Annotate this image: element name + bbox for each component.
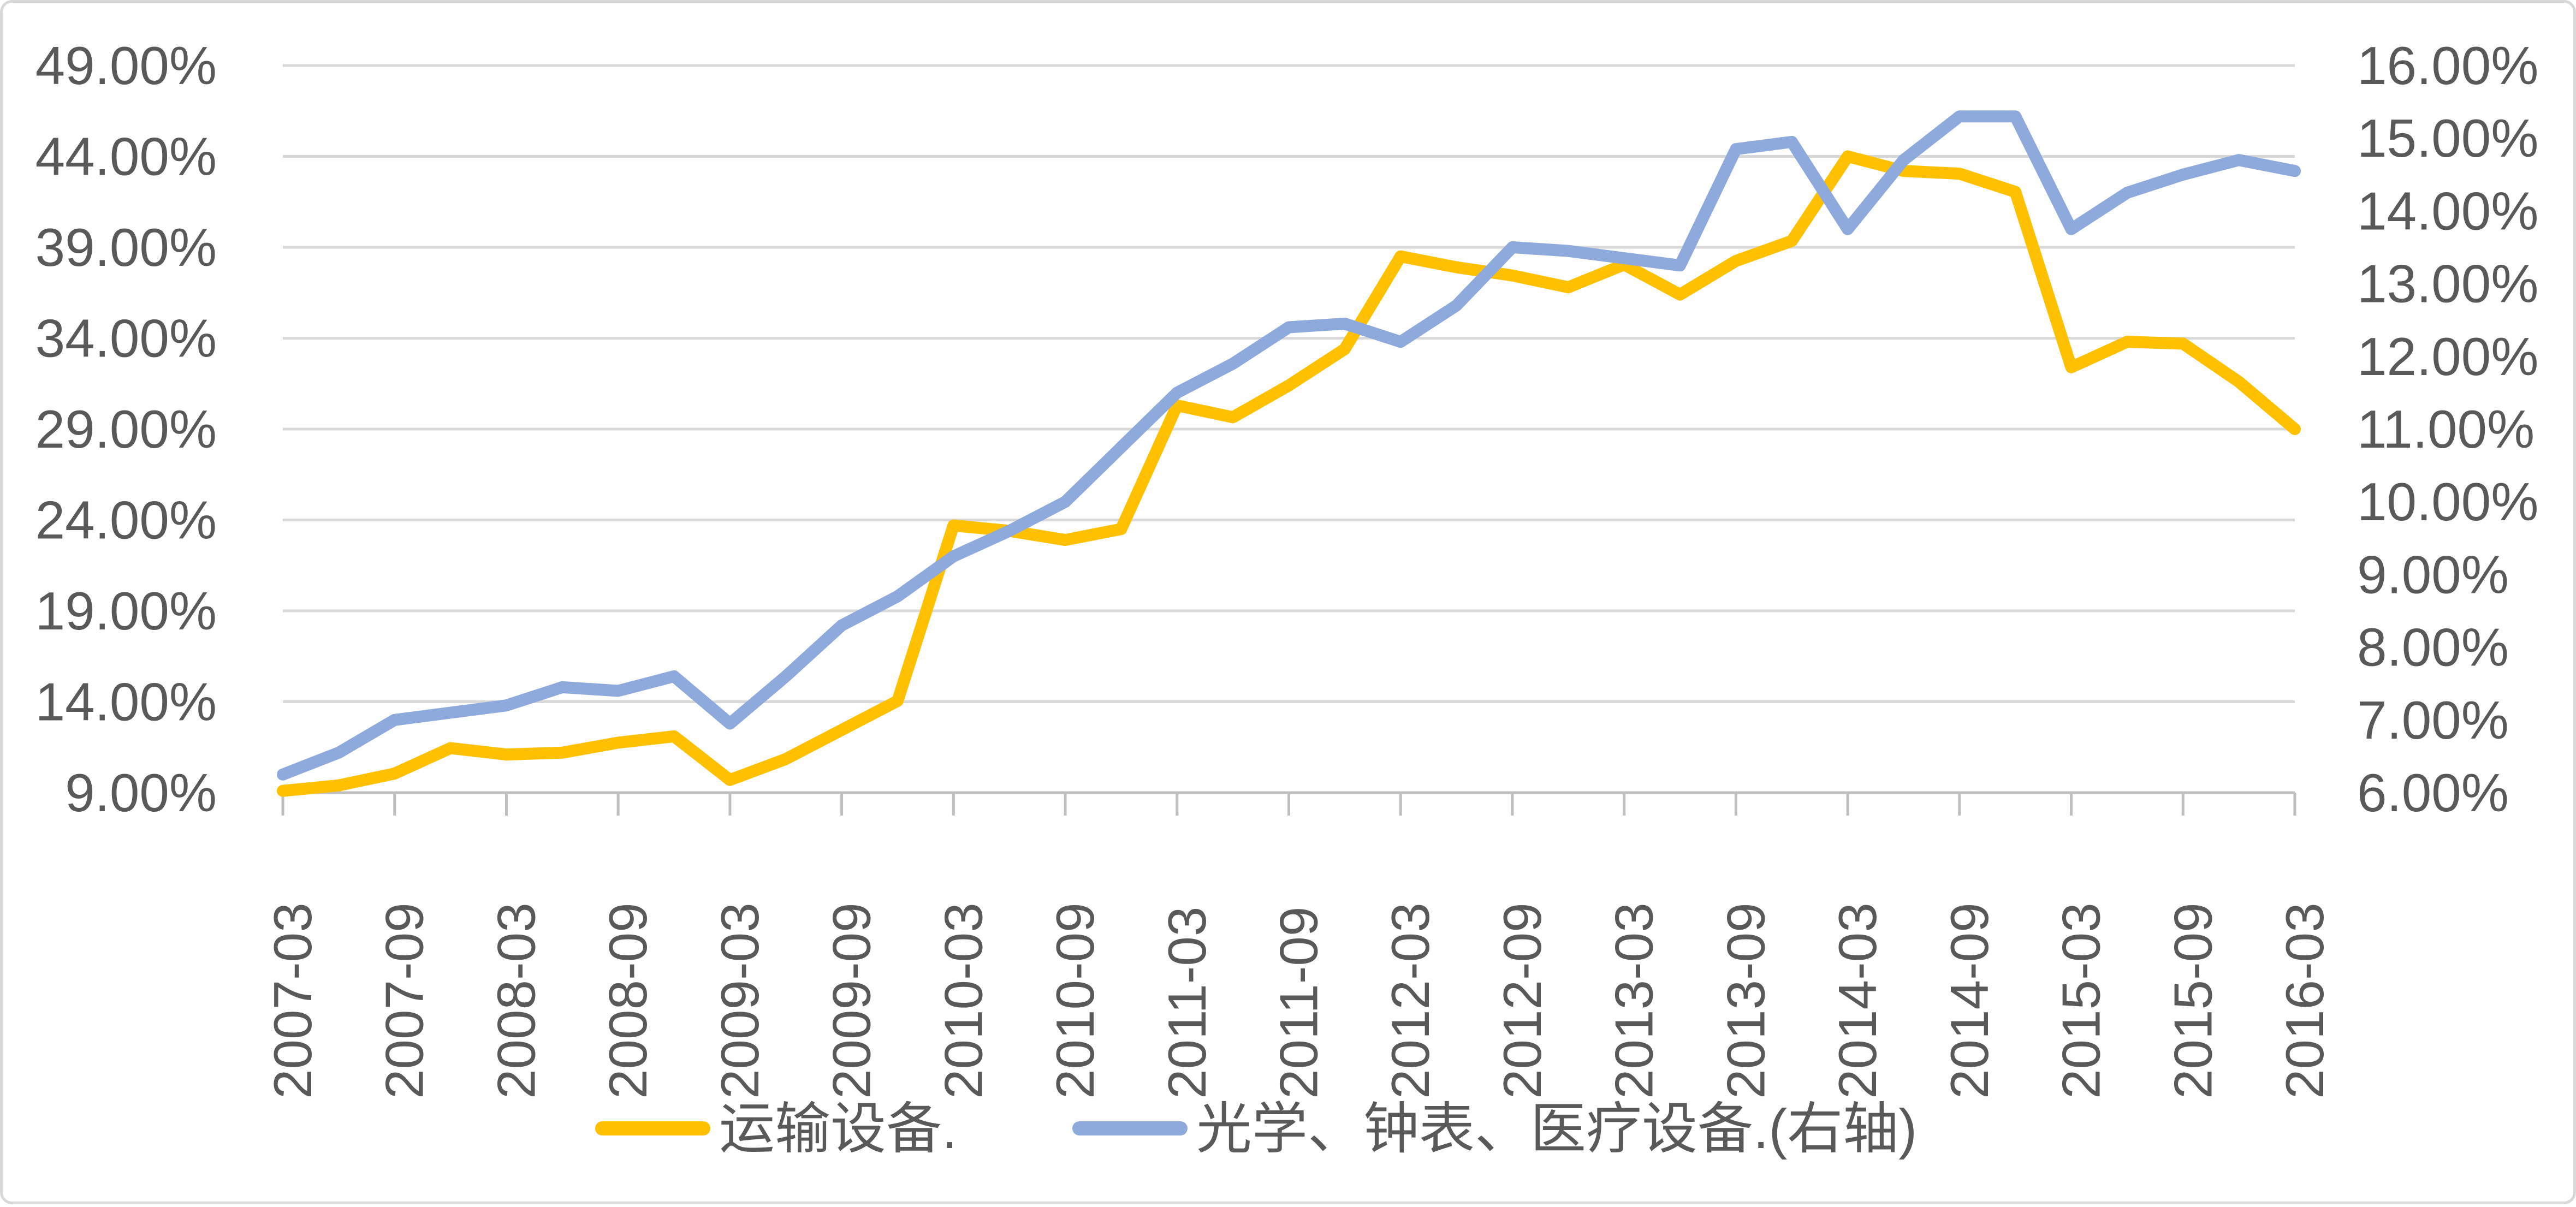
x-axis-label: 2008-03 (486, 902, 546, 1099)
y-axis-label-left: 29.00% (35, 399, 217, 459)
y-axis-label-right: 12.00% (2357, 326, 2538, 387)
y-axis-label-left: 14.00% (35, 672, 217, 732)
series-line-transport-equipment (283, 157, 2295, 791)
x-axis-label: 2009-03 (710, 902, 770, 1099)
x-axis-label: 2013-03 (1604, 902, 1664, 1099)
y-axis-label-left: 39.00% (35, 217, 217, 277)
y-axis-label-left: 24.00% (35, 490, 217, 550)
x-axis-label: 2011-03 (1157, 907, 1217, 1099)
x-axis-label: 2015-03 (2051, 902, 2111, 1099)
dual-axis-line-chart: 49.00% 44.00% 39.00% 34.00% 29.00% 24.00% 19.0… (3, 3, 2576, 1207)
y-axis-label-right: 9.00% (2357, 544, 2509, 604)
y-axis-label-left: 19.00% (35, 581, 217, 641)
y-axis-label-right: 11.00% (2357, 399, 2535, 459)
x-axis-label: 2014-09 (1939, 902, 1999, 1099)
y-axis-label-right: 6.00% (2357, 763, 2509, 823)
legend-label-optical-clock-medical: 光学、钟表、医疗设备.(右轴) (1196, 1098, 1917, 1160)
y-axis-label-left: 49.00% (35, 35, 217, 96)
x-axis-label: 2009-09 (822, 902, 882, 1099)
x-axis-label: 2007-03 (263, 902, 323, 1099)
x-axis-label: 2011-09 (1269, 907, 1329, 1099)
y-axis-label-right: 13.00% (2357, 254, 2538, 314)
y-axis-label-left: 34.00% (35, 308, 217, 368)
y-axis-label-right: 14.00% (2357, 181, 2538, 241)
x-axis-label: 2007-09 (375, 902, 435, 1099)
x-axis-label: 2012-03 (1380, 902, 1440, 1099)
x-axis-label: 2012-09 (1492, 902, 1552, 1099)
x-axis-label: 2016-03 (2275, 902, 2335, 1099)
x-axis-label: 2014-03 (1827, 902, 1888, 1099)
y-axis-label-right: 16.00% (2357, 35, 2538, 96)
series-line-optical-clock-medical (283, 116, 2295, 774)
y-axis-label-right: 7.00% (2357, 690, 2509, 750)
y-axis-label-left: 44.00% (35, 127, 217, 187)
y-axis-label-right: 15.00% (2357, 108, 2538, 168)
x-axis-label: 2015-09 (2163, 902, 2223, 1099)
x-axis-label: 2008-09 (598, 902, 658, 1099)
y-axis-label-right: 10.00% (2357, 472, 2538, 532)
x-axis-label: 2010-03 (933, 902, 993, 1099)
x-axis-label: 2013-09 (1716, 902, 1776, 1099)
x-axis-label: 2010-09 (1045, 902, 1105, 1099)
y-axis-label-right: 8.00% (2357, 617, 2509, 677)
y-axis-label-left: 9.00% (65, 763, 217, 823)
legend-label-transport-equipment: 运输设备. (719, 1098, 957, 1160)
